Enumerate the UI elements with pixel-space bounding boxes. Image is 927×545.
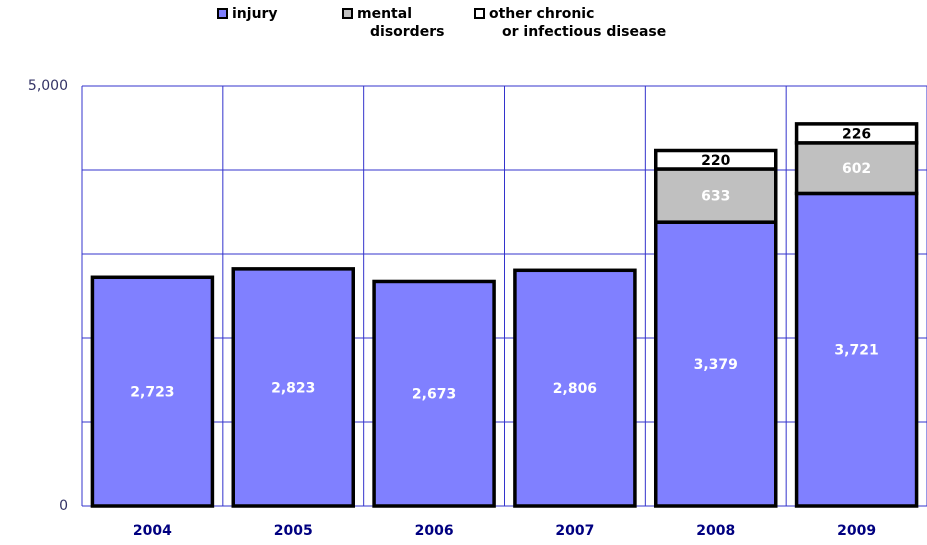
x-tick-label: 2007 bbox=[555, 523, 594, 539]
legend-label: other chronic or infectious disease bbox=[489, 6, 667, 40]
x-tick-label: 2004 bbox=[133, 523, 172, 539]
bar-segment bbox=[372, 279, 496, 508]
x-tick-label: 2009 bbox=[837, 523, 876, 539]
bar-segment bbox=[231, 267, 355, 508]
data-label: 3,379 bbox=[694, 357, 738, 373]
data-label: 2,823 bbox=[271, 380, 315, 396]
bar-segment bbox=[513, 268, 637, 508]
bar-segment bbox=[794, 141, 919, 196]
x-tick-label: 2005 bbox=[274, 523, 313, 539]
y-tick-label: 0 bbox=[59, 498, 68, 514]
data-label: 226 bbox=[842, 126, 871, 142]
legend-label: injury bbox=[232, 6, 278, 22]
bar-segment bbox=[654, 148, 778, 171]
data-label: 2,673 bbox=[412, 387, 456, 403]
x-tick-label: 2008 bbox=[696, 523, 735, 539]
bar-segment bbox=[794, 122, 919, 145]
legend-item: other chronic or infectious disease bbox=[474, 5, 666, 41]
x-tick-label: 2006 bbox=[415, 523, 454, 539]
data-label: 2,723 bbox=[130, 385, 174, 401]
legend-swatch bbox=[474, 8, 485, 19]
data-label: 3,721 bbox=[834, 343, 878, 359]
legend-swatch bbox=[342, 8, 353, 19]
legend-label: mental disorders bbox=[357, 6, 445, 40]
legend-item: injury bbox=[217, 5, 278, 23]
data-label: 220 bbox=[701, 153, 730, 169]
bar-segment bbox=[654, 167, 778, 224]
bar-segment bbox=[90, 275, 215, 508]
data-label: 602 bbox=[842, 161, 871, 177]
bar-segment bbox=[654, 220, 778, 508]
legend-swatch bbox=[217, 8, 228, 19]
data-label: 2,806 bbox=[553, 381, 597, 397]
data-label: 633 bbox=[701, 189, 730, 205]
y-tick-label: 5,000 bbox=[28, 78, 68, 94]
legend-item: mental disorders bbox=[342, 5, 444, 41]
